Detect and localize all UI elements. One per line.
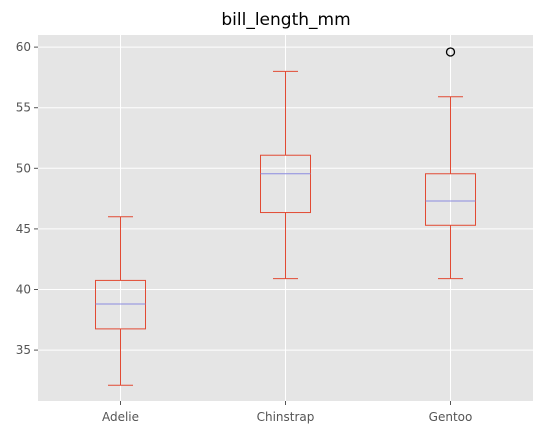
y-tick-label: 40 xyxy=(16,283,31,297)
box-chinstrap xyxy=(260,70,311,280)
y-tick-label: 60 xyxy=(16,40,31,54)
y-tick-label: 55 xyxy=(16,101,31,115)
iqr-box xyxy=(260,154,311,214)
chart-title: bill_length_mm xyxy=(221,10,350,30)
y-axis: 35 40 45 50 55 60 xyxy=(16,40,38,357)
box-gentoo xyxy=(425,47,476,280)
y-tick-label: 45 xyxy=(16,222,31,236)
x-axis: Adelie Chinstrap Gentoo xyxy=(102,401,472,424)
outlier-point xyxy=(445,47,456,57)
x-tick-label: Adelie xyxy=(102,410,139,424)
y-tick-label: 35 xyxy=(16,343,31,357)
x-tick-label: Gentoo xyxy=(429,410,473,424)
iqr-box xyxy=(95,279,146,330)
box-adelie xyxy=(95,216,146,386)
x-tick-label: Chinstrap xyxy=(257,410,315,424)
y-tick-label: 50 xyxy=(16,161,31,175)
box-group xyxy=(95,47,476,386)
iqr-box xyxy=(425,173,476,226)
